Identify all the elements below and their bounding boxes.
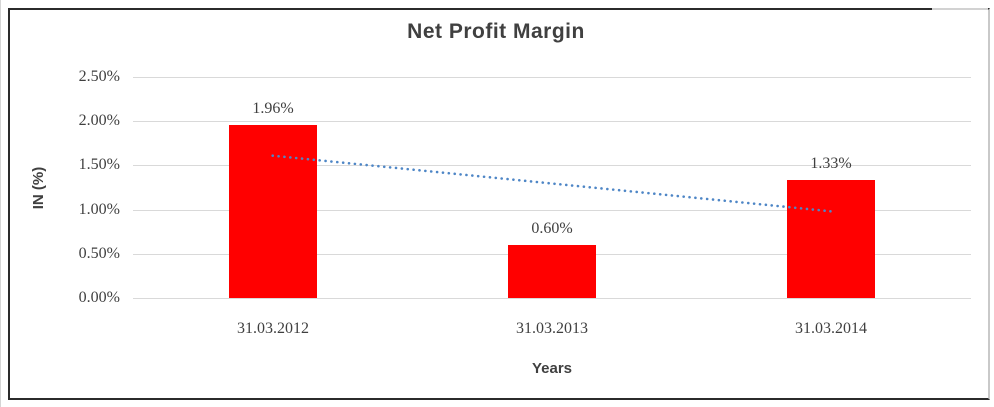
chart-title: Net Profit Margin xyxy=(407,20,585,43)
y-tick-label: 0.50% xyxy=(78,245,120,262)
x-axis-title: Years xyxy=(531,360,573,377)
screen-left-edge xyxy=(0,0,1,407)
bar xyxy=(229,125,317,298)
y-tick-label: 0.00% xyxy=(78,289,120,306)
x-tick-label: 31.03.2012 xyxy=(237,320,309,337)
y-tick-label: 2.00% xyxy=(78,112,120,129)
y-tick-label: 2.50% xyxy=(78,68,120,85)
y-tick-label: 1.00% xyxy=(78,201,120,218)
bar xyxy=(787,180,875,298)
gridline xyxy=(133,121,971,122)
bar-data-label: 1.33% xyxy=(810,155,852,172)
bar xyxy=(508,245,596,298)
bar-data-label: 1.96% xyxy=(252,100,294,117)
x-tick-label: 31.03.2014 xyxy=(795,320,867,337)
y-tick-label: 1.50% xyxy=(78,156,120,173)
chart-frame-gray-segment xyxy=(932,8,988,10)
gridline xyxy=(133,298,971,299)
gridline xyxy=(133,77,971,78)
x-tick-label: 31.03.2013 xyxy=(516,320,588,337)
bar-data-label: 0.60% xyxy=(531,220,573,237)
